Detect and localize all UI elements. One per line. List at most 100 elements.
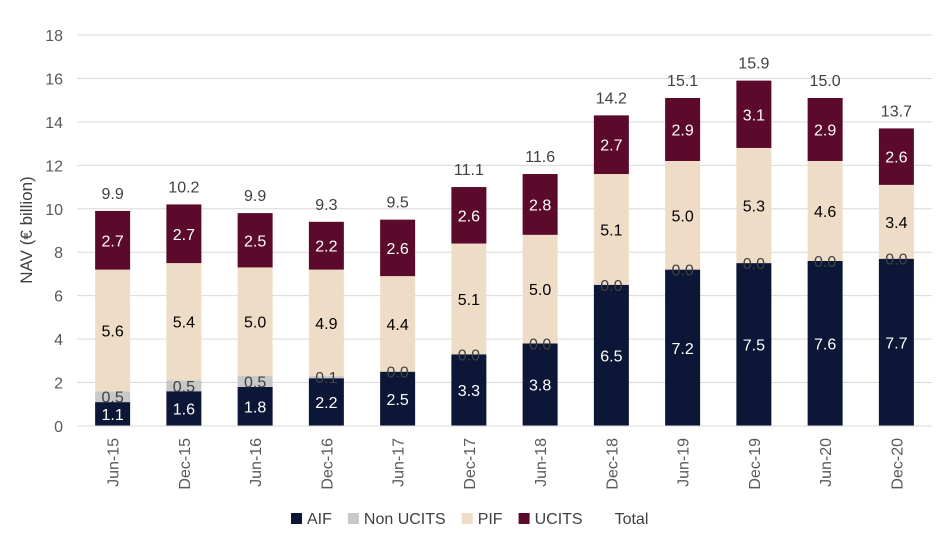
- data-label: 0.0: [600, 278, 622, 295]
- bar-segment: [237, 267, 273, 377]
- bar-segment: [878, 128, 914, 185]
- legend-swatch: [461, 513, 473, 524]
- bar-segment: [878, 258, 914, 426]
- y-tick-label: 16: [45, 71, 63, 88]
- data-label: 5.1: [600, 222, 622, 239]
- x-tick-label: Jun-19: [676, 438, 693, 487]
- x-tick-label: Dec-16: [319, 438, 336, 490]
- data-label: 5.3: [743, 199, 765, 216]
- legend-label: Total: [615, 511, 649, 528]
- bar-segment: [95, 269, 131, 392]
- data-label: 2.9: [814, 122, 836, 139]
- bar-segment: [807, 260, 843, 426]
- segment-labels: 1.10.55.62.71.60.55.42.71.80.55.02.52.20…: [102, 107, 908, 424]
- data-label: 2.6: [458, 208, 480, 225]
- data-label: 0.5: [244, 374, 266, 391]
- bar-segment: [665, 97, 701, 161]
- data-label: 1.8: [244, 399, 266, 416]
- data-label: 1.6: [173, 402, 195, 419]
- bar-segment: [95, 402, 131, 426]
- bar-segment: [593, 115, 629, 175]
- x-tick-label: Jun-18: [533, 438, 550, 487]
- x-tick-label: Dec-18: [604, 438, 621, 490]
- legend-label: Non UCITS: [364, 511, 446, 528]
- total-label: 9.3: [315, 197, 337, 214]
- data-label: 7.7: [885, 335, 907, 352]
- bar-segment: [166, 391, 202, 426]
- bar-segment: [665, 269, 701, 426]
- bar-segment: [308, 376, 344, 379]
- legend: AIF Non UCITS PIF UCITS Total: [291, 511, 648, 528]
- data-label: 2.8: [529, 197, 551, 214]
- bar-segment: [451, 187, 487, 244]
- total-label: 11.1: [454, 162, 484, 179]
- bar-segment: [593, 174, 629, 285]
- bar-segment: [166, 204, 202, 264]
- data-label: 3.3: [458, 383, 480, 400]
- y-tick-label: 12: [45, 158, 63, 175]
- data-label: 2.6: [885, 150, 907, 167]
- data-label: 5.0: [529, 282, 551, 299]
- bar-segment: [308, 378, 344, 426]
- bar-segment: [95, 391, 131, 403]
- data-label: 2.7: [102, 233, 124, 250]
- x-tick-label: Dec-19: [747, 438, 764, 490]
- x-tick-label: Dec-15: [177, 438, 194, 490]
- data-label: 2.5: [244, 233, 266, 250]
- data-label: 2.2: [315, 239, 337, 256]
- data-label: 2.6: [387, 241, 409, 258]
- total-label: 11.6: [525, 149, 555, 166]
- legend-swatch: [347, 513, 359, 524]
- data-label: 2.2: [315, 395, 337, 412]
- data-label: 6.5: [600, 348, 622, 365]
- data-label: 2.9: [672, 122, 694, 139]
- bar-segment: [451, 354, 487, 426]
- x-tick-label: Dec-20: [889, 438, 906, 490]
- bar-segment: [380, 276, 416, 372]
- total-label: 15.1: [667, 73, 698, 90]
- legend-swatch: [291, 513, 302, 524]
- data-label: 0.5: [102, 390, 124, 407]
- data-label: 0.0: [814, 254, 836, 271]
- gridlines: [77, 34, 932, 384]
- legend-label: PIF: [478, 511, 503, 528]
- bar-segment: [522, 343, 558, 426]
- bar-segment: [807, 97, 843, 161]
- bars: [95, 80, 914, 426]
- bar-segment: [736, 147, 772, 264]
- x-tick-label: Jun-16: [248, 438, 265, 487]
- y-tick-label: 0: [54, 419, 63, 436]
- bar-segment: [522, 234, 558, 344]
- bar-segment: [237, 213, 273, 268]
- bar-segment: [807, 160, 843, 261]
- bar-segment: [166, 380, 202, 392]
- total-label: 15.9: [738, 56, 769, 73]
- data-label: 2.7: [600, 138, 622, 155]
- y-tick-label: 6: [54, 289, 63, 306]
- data-label: 0.5: [173, 379, 195, 396]
- data-label: 5.4: [173, 315, 195, 332]
- bar-segment: [593, 284, 629, 426]
- bar-segment: [308, 221, 344, 270]
- y-tick-label: 2: [54, 376, 63, 393]
- legend-label: AIF: [307, 511, 332, 528]
- data-label: 3.8: [529, 378, 551, 395]
- data-label: 5.1: [458, 292, 480, 309]
- bar-segment: [380, 371, 416, 426]
- bar-segment: [380, 219, 416, 277]
- y-tick-label: 8: [54, 245, 63, 262]
- total-label: 13.7: [881, 103, 912, 120]
- x-tick-label: Jun-17: [391, 438, 408, 487]
- total-label: 15.0: [810, 73, 841, 90]
- data-label: 0.1: [315, 370, 337, 387]
- x-tick-label: Dec-17: [462, 438, 479, 490]
- bar-segment: [237, 376, 273, 387]
- x-axis: Jun-15 Dec-15 Jun-16 Dec-16 Jun-17 Dec-17 Jun-…: [106, 438, 907, 490]
- total-labels: 9.9 10.2 9.9 9.3 9.5 11.1 11.6 14.2 15.1 15.9 15.0…: [102, 56, 913, 214]
- data-label: 4.6: [814, 204, 836, 221]
- data-label: 2.7: [173, 227, 195, 244]
- total-label: 9.9: [244, 188, 266, 205]
- total-label: 9.5: [387, 195, 409, 212]
- y-tick-label: 14: [45, 115, 63, 132]
- total-label: 10.2: [168, 179, 199, 196]
